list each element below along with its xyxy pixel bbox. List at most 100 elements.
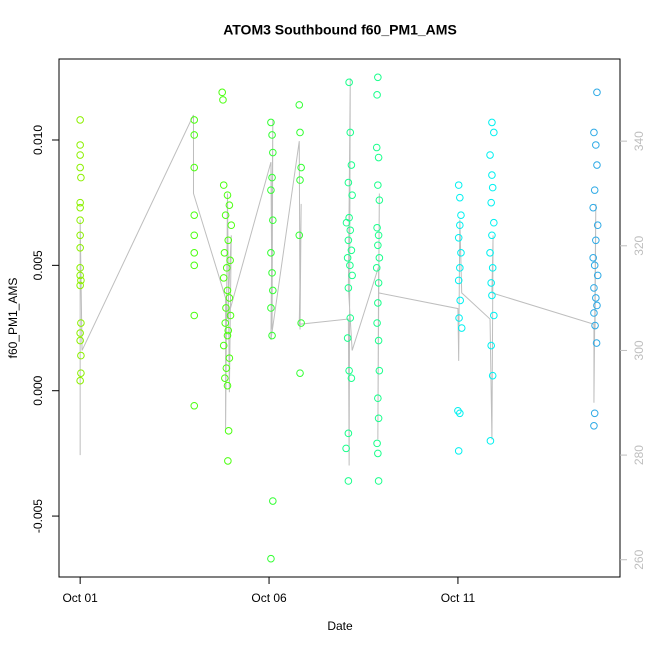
data-point [218, 88, 226, 97]
data-point [220, 249, 229, 257]
data-point [486, 151, 494, 159]
data-point [592, 339, 601, 347]
y2-tick-label: 260 [632, 549, 646, 569]
data-point [224, 427, 233, 435]
data-point [486, 437, 495, 445]
data-point [225, 201, 234, 209]
data-point [345, 366, 353, 375]
data-point [76, 336, 84, 345]
data-point [345, 78, 353, 87]
data-point [342, 218, 351, 227]
data-point [76, 141, 84, 149]
data-point [190, 163, 199, 172]
data-point [269, 286, 277, 295]
data-point [488, 264, 497, 272]
x-axis-title: Date [327, 619, 353, 633]
data-point [590, 186, 599, 194]
data-point [454, 406, 462, 415]
data-point [490, 311, 498, 320]
data-point [487, 198, 495, 207]
data-point [344, 429, 353, 438]
data-point [373, 91, 381, 99]
data-point [375, 366, 384, 375]
y2-tick-label: 280 [632, 445, 646, 465]
data-point [76, 329, 84, 337]
y2-tick-label: 320 [632, 235, 646, 255]
data-point [455, 314, 463, 322]
data-point [346, 128, 355, 137]
data-point [297, 319, 305, 327]
data-point [457, 211, 465, 220]
data-point [267, 249, 275, 257]
y2-tick-label: 300 [632, 340, 646, 360]
data-point [225, 294, 234, 302]
data-point [76, 116, 84, 124]
data-point [221, 374, 229, 382]
data-point [268, 131, 276, 139]
data-point [76, 198, 84, 207]
data-point [76, 243, 84, 252]
y-tick-label: 0.005 [31, 250, 45, 280]
y2-tick-label: 340 [632, 131, 646, 151]
data-point [222, 304, 230, 312]
data-point [76, 216, 84, 225]
data-point [224, 457, 232, 465]
data-point [219, 341, 228, 350]
data-point [223, 331, 232, 340]
data-point [267, 304, 275, 312]
data-line [79, 78, 597, 466]
data-point [223, 191, 232, 199]
data-point [190, 131, 199, 139]
data-point [190, 116, 199, 124]
data-point [372, 264, 381, 272]
data-point [375, 196, 384, 204]
data-point [592, 294, 600, 302]
data-point [344, 477, 353, 485]
data-point [374, 449, 382, 458]
data-point [374, 336, 383, 345]
data-point [590, 409, 599, 418]
data-point [76, 203, 84, 212]
data-point [454, 447, 463, 455]
data-point [267, 118, 275, 127]
data-point [224, 236, 233, 245]
data-point [77, 173, 85, 182]
data-point [372, 143, 381, 152]
data-point [590, 309, 598, 317]
data-point [77, 351, 85, 360]
data-point [77, 369, 85, 377]
data-point [223, 286, 232, 295]
data-point [590, 128, 598, 137]
data-point [454, 276, 463, 285]
data-point [342, 444, 350, 453]
data-point [190, 211, 199, 220]
x-tick-label: Oct 06 [251, 591, 287, 605]
data-point [486, 249, 494, 257]
data-point [373, 223, 381, 232]
data-point [590, 284, 598, 292]
data-point [346, 261, 354, 270]
data-point [590, 261, 599, 270]
data-point [219, 181, 228, 189]
data-point [456, 296, 465, 305]
data-point [591, 321, 599, 330]
data-point [593, 221, 602, 230]
data-point [589, 203, 597, 212]
data-point [190, 231, 199, 240]
data-point [374, 414, 383, 423]
data-point [457, 249, 465, 257]
data-point [76, 264, 84, 272]
data-point [296, 128, 304, 137]
data-point [77, 319, 85, 327]
data-point [268, 269, 276, 277]
data-point [344, 284, 353, 292]
data-point [343, 254, 352, 262]
data-point [344, 236, 353, 245]
chart-title: ATOM3 Southbound f60_PM1_AMS [223, 22, 457, 38]
data-point [488, 183, 497, 192]
data-point [296, 176, 304, 184]
data-point [226, 311, 235, 320]
data-point [490, 128, 498, 137]
data-point [346, 226, 355, 235]
